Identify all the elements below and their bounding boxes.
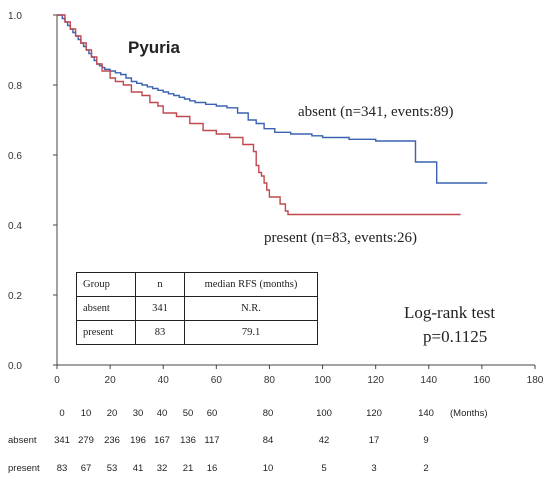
risk-count: 196 (130, 435, 146, 446)
risk-group-label: present (8, 463, 40, 474)
plot-axes: 0.0 0.2 0.4 0.6 0.8 1.0 0 20 40 60 80 100 120 140 160 1… (8, 11, 544, 386)
risk-count: 16 (207, 463, 218, 474)
risk-count: 67 (81, 463, 92, 474)
risk-count: 9 (423, 435, 428, 446)
risk-count: 42 (319, 435, 330, 446)
risk-time-label: 0 (59, 408, 64, 419)
y-tick-label: 1.0 (8, 11, 22, 22)
x-tick-label: 80 (264, 375, 276, 386)
x-tick-label: 40 (158, 375, 170, 386)
x-tick-label: 160 (474, 375, 491, 386)
risk-table: 0 10 20 30 40 50 60 80 100 120 140 (Months)absent 34… (8, 408, 487, 474)
risk-count: 21 (183, 463, 194, 474)
risk-count: 10 (263, 463, 274, 474)
risk-time-label: 80 (263, 408, 274, 419)
risk-count: 167 (154, 435, 170, 446)
risk-count: 83 (57, 463, 68, 474)
risk-count: 17 (369, 435, 380, 446)
risk-time-label: 100 (316, 408, 332, 419)
risk-time-label: 60 (207, 408, 218, 419)
risk-group-label: absent (8, 435, 37, 446)
x-tick-label: 180 (527, 375, 544, 386)
cell-group: present (76, 320, 136, 345)
x-tick-label: 0 (54, 375, 60, 386)
series-line-0 (57, 14, 488, 184)
cell-n: 341 (135, 296, 185, 321)
summary-header-row: Group n median RFS (months) (76, 272, 318, 297)
x-tick-label: 60 (211, 375, 223, 386)
risk-count: 136 (180, 435, 196, 446)
risk-count: 2 (423, 463, 428, 474)
header-n: n (135, 272, 185, 297)
risk-time-label: 10 (81, 408, 92, 419)
risk-count: 279 (78, 435, 94, 446)
risk-count: 41 (133, 463, 144, 474)
median-rfs-table: Group n median RFS (months) absent 341 N… (76, 272, 318, 345)
log-rank-test-label: Log-rank test (404, 303, 496, 322)
x-tick-label: 20 (105, 375, 117, 386)
risk-count: 236 (104, 435, 120, 446)
risk-count: 32 (157, 463, 168, 474)
risk-time-label: 50 (183, 408, 194, 419)
absent-series-label: absent (n=341, events:89) (298, 104, 454, 120)
risk-count: 5 (321, 463, 326, 474)
header-median-rfs: median RFS (months) (184, 272, 318, 297)
y-tick-label: 0.0 (8, 361, 22, 372)
x-tick-label: 100 (314, 375, 331, 386)
risk-time-label: 120 (366, 408, 382, 419)
cell-median: 79.1 (184, 320, 318, 345)
risk-count: 53 (107, 463, 118, 474)
risk-time-label: 20 (107, 408, 118, 419)
chart-title: Pyuria (128, 38, 180, 57)
y-tick-label: 0.2 (8, 291, 22, 302)
risk-count: 341 (54, 435, 70, 446)
risk-count: 117 (204, 435, 219, 446)
y-tick-label: 0.6 (8, 151, 22, 162)
risk-count: 3 (371, 463, 376, 474)
risk-unit-label: (Months) (450, 408, 487, 419)
risk-time-label: 40 (157, 408, 168, 419)
series-line-1 (57, 14, 461, 216)
risk-count: 84 (263, 435, 274, 446)
y-tick-label: 0.8 (8, 81, 22, 92)
summary-row-present: present 83 79.1 (76, 320, 318, 345)
risk-time-label: 30 (133, 408, 144, 419)
header-group: Group (76, 272, 136, 297)
y-tick-label: 0.4 (8, 221, 22, 232)
present-series-label: present (n=83, events:26) (264, 230, 418, 246)
x-tick-label: 120 (367, 375, 384, 386)
p-value-label: p=0.1125 (423, 327, 488, 346)
cell-median: N.R. (184, 296, 318, 321)
survival-curves (57, 14, 488, 216)
summary-row-absent: absent 341 N.R. (76, 296, 318, 321)
cell-n: 83 (135, 320, 185, 345)
risk-time-label: 140 (418, 408, 434, 419)
cell-group: absent (76, 296, 136, 321)
x-tick-label: 140 (420, 375, 437, 386)
